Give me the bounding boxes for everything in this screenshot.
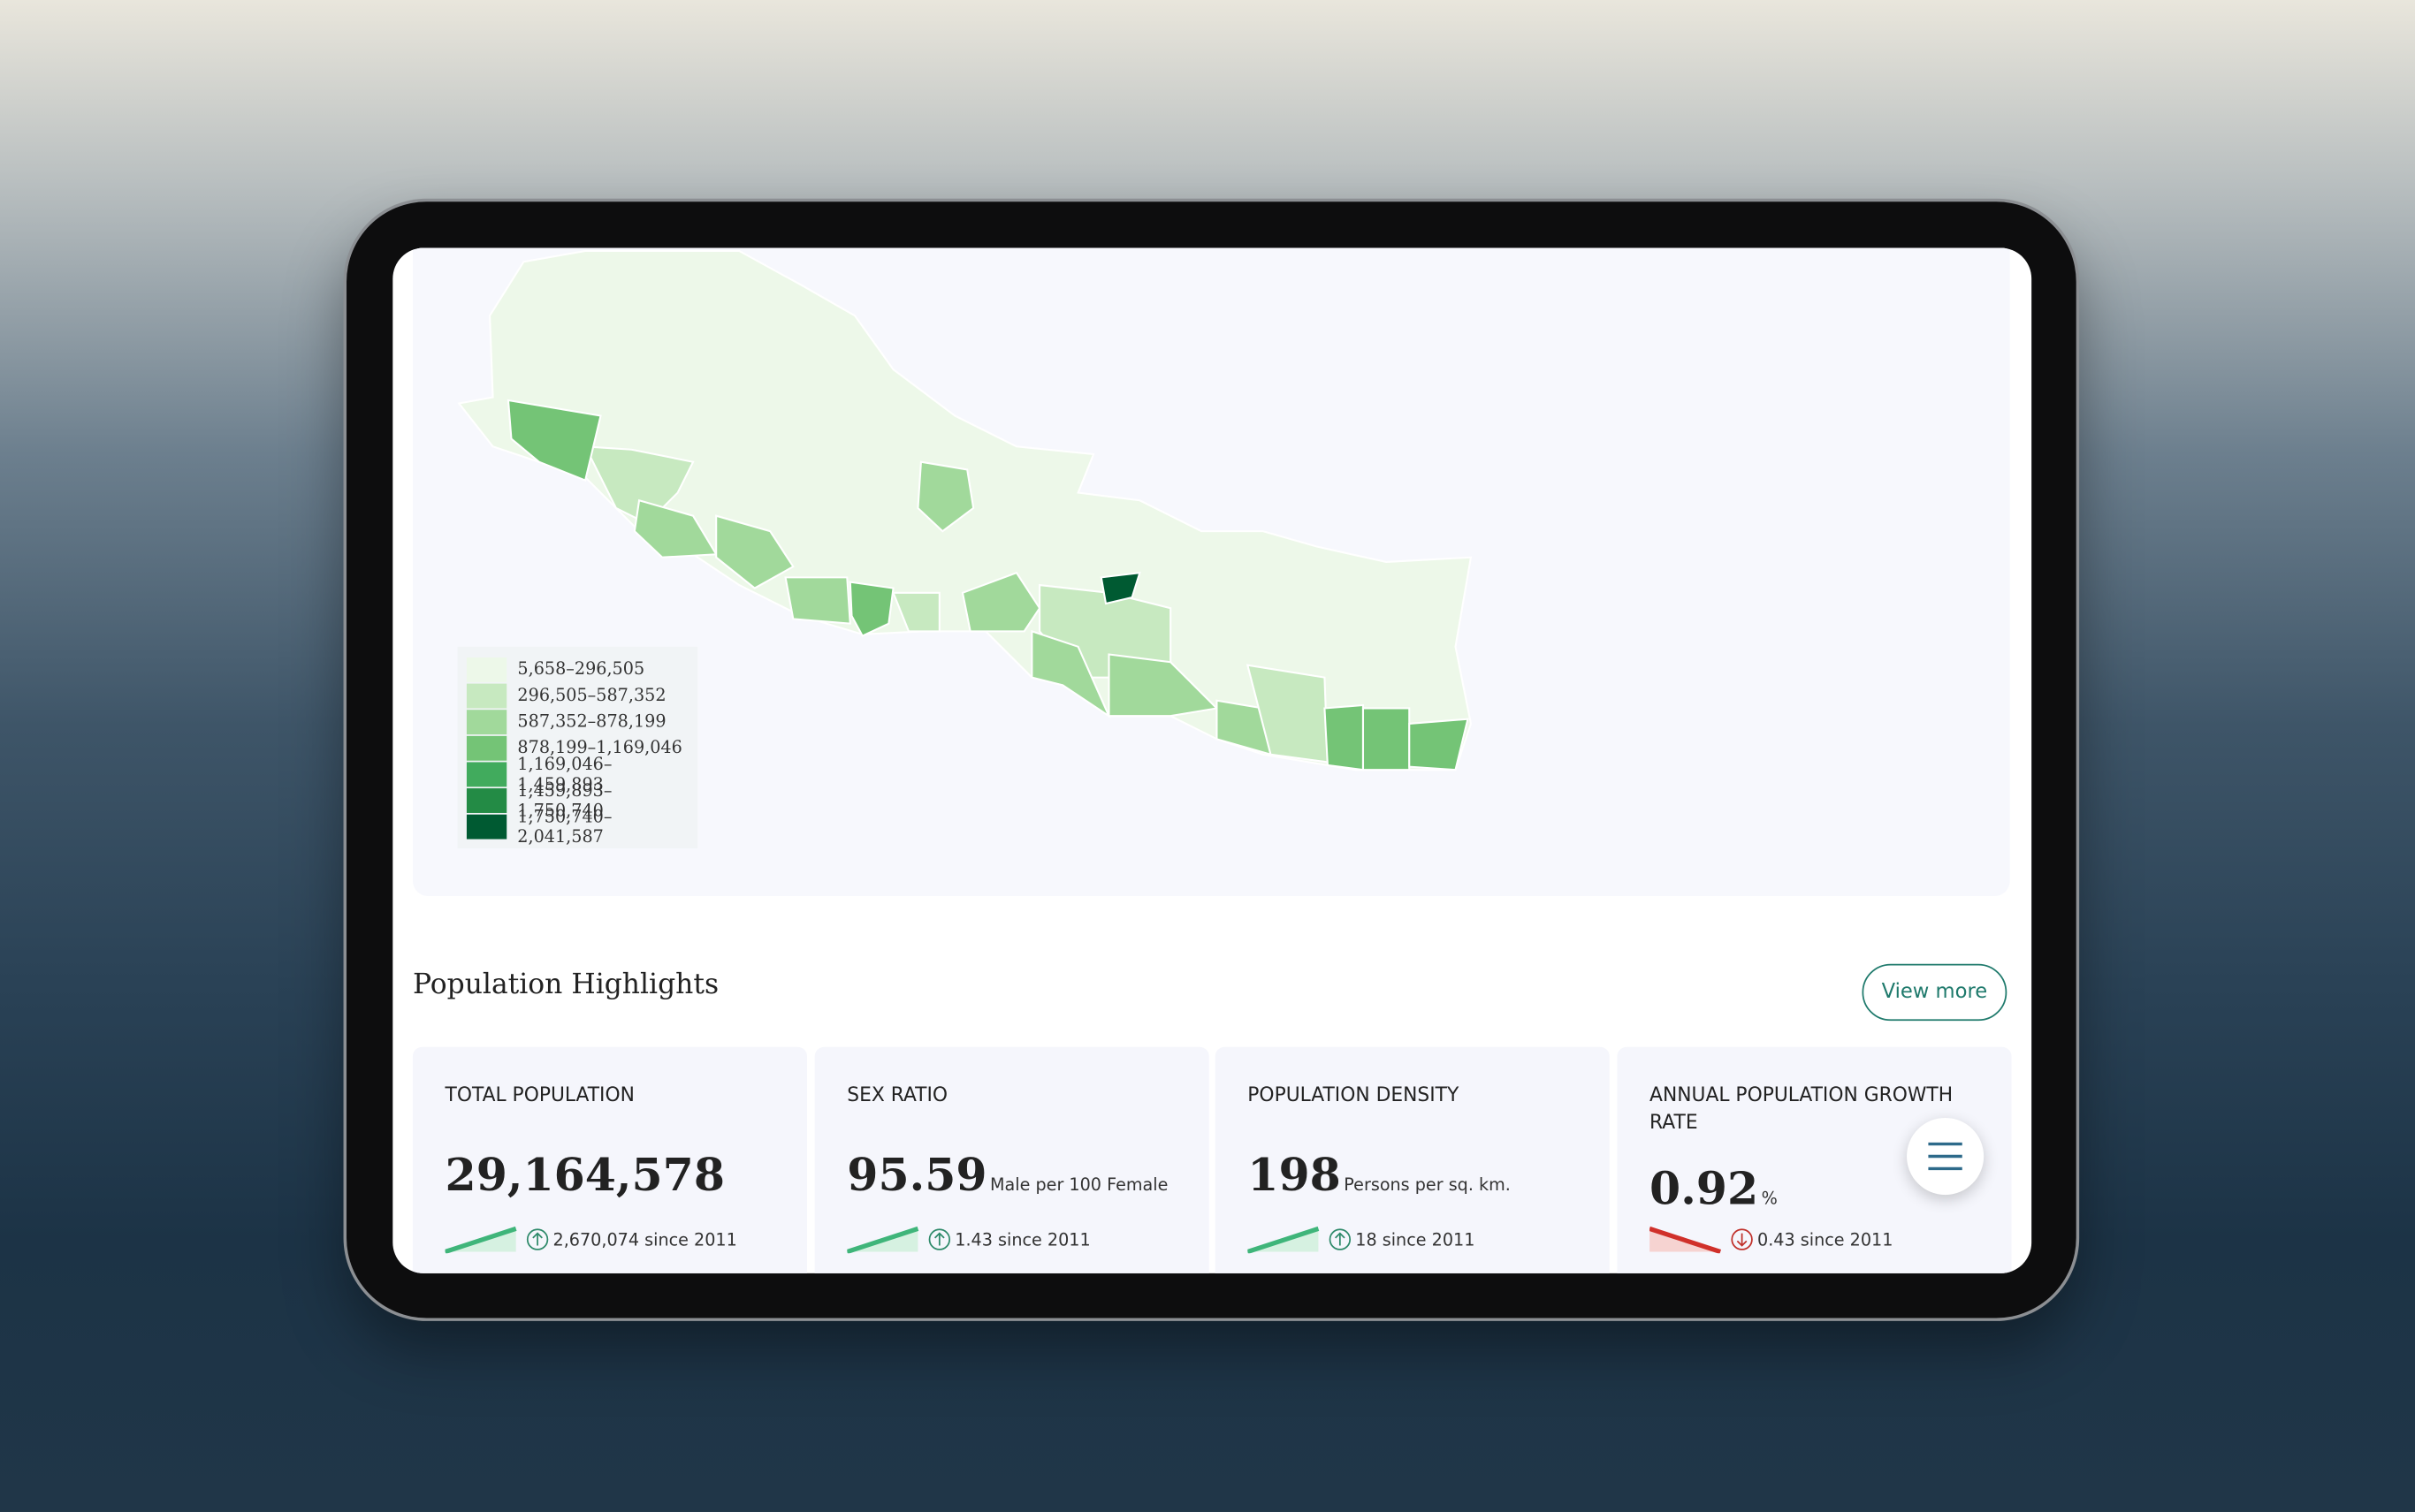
legend-label: 878,199–1,169,046 bbox=[517, 737, 682, 758]
district bbox=[1100, 571, 1141, 605]
district bbox=[633, 498, 718, 558]
district bbox=[1323, 703, 1365, 771]
legend-label: 1,169,046–1,459,893 bbox=[517, 753, 613, 794]
map bbox=[457, 249, 1473, 771]
legend-swatch bbox=[466, 709, 507, 734]
stat-value-row: 95.59 Male per 100 Female bbox=[847, 1149, 1168, 1201]
legend-swatch bbox=[466, 761, 507, 786]
stat-card: SEX RATIO 95.59 Male per 100 Female 1.43 si… bbox=[814, 1046, 1209, 1273]
stat-change-text: 1.43 since 2011 bbox=[955, 1229, 1091, 1250]
district bbox=[1361, 707, 1411, 771]
legend-label: 1,459,893–1,750,740 bbox=[517, 779, 613, 820]
trend-circle bbox=[526, 1228, 549, 1250]
stat-label: POPULATION DENSITY bbox=[1247, 1082, 1459, 1106]
stat-card: POPULATION DENSITY 198 Persons per sq. km.… bbox=[1215, 1046, 1610, 1273]
district bbox=[583, 445, 695, 525]
district bbox=[784, 576, 851, 625]
sparkline bbox=[1649, 1226, 1722, 1254]
district bbox=[961, 571, 1041, 633]
legend-label: 296,505–587,352 bbox=[517, 685, 667, 705]
trend-circle bbox=[928, 1228, 951, 1250]
sparkline-area bbox=[1649, 1228, 1721, 1252]
stat-change-text: 18 since 2011 bbox=[1355, 1229, 1475, 1250]
trend-arrow bbox=[1736, 1233, 1748, 1247]
legend-item: 587,352–878,199 bbox=[457, 708, 697, 734]
sparkline-area bbox=[445, 1228, 516, 1252]
trend-icon bbox=[1731, 1228, 1753, 1250]
legend-item: 1,459,893–1,750,740 bbox=[457, 780, 697, 820]
district bbox=[1408, 718, 1469, 771]
sparkline-area bbox=[1247, 1228, 1319, 1252]
legend-item: 5,658–296,505 bbox=[457, 656, 697, 682]
legend-label: 1,750,740–2,041,587 bbox=[517, 806, 613, 847]
trend-arrow bbox=[933, 1232, 945, 1246]
district bbox=[1031, 629, 1111, 719]
district bbox=[507, 399, 602, 482]
sparkline-line bbox=[1649, 1226, 1722, 1254]
sparkline bbox=[445, 1226, 517, 1254]
stat-change: 1.43 since 2011 bbox=[847, 1226, 1091, 1254]
legend-swatch bbox=[466, 734, 507, 760]
trend-circle bbox=[1329, 1228, 1352, 1250]
stat-value: 198 bbox=[1247, 1148, 1341, 1202]
district bbox=[849, 581, 895, 637]
stat-value-row: 198 Persons per sq. km. bbox=[1247, 1149, 1511, 1201]
legend-swatch bbox=[466, 787, 507, 813]
menu-icon bbox=[1928, 1142, 1962, 1171]
stat-unit: % bbox=[1761, 1189, 1778, 1209]
sparkline bbox=[1247, 1226, 1320, 1254]
trend-icon bbox=[526, 1228, 549, 1250]
legend-swatch bbox=[466, 657, 507, 681]
screen: 5,658–296,505 296,505–587,352 587,352–878,… bbox=[392, 247, 2032, 1273]
section-title: Population Highlights bbox=[412, 968, 720, 1001]
sparkline-line bbox=[445, 1226, 517, 1254]
map-panel: 5,658–296,505 296,505–587,352 587,352–878,… bbox=[412, 247, 2010, 897]
legend-label: 587,352–878,199 bbox=[517, 710, 667, 732]
menu-button[interactable] bbox=[1907, 1117, 1985, 1196]
district bbox=[1108, 653, 1219, 718]
sparkline-line bbox=[847, 1226, 919, 1254]
stat-unit: Persons per sq. km. bbox=[1344, 1174, 1511, 1196]
legend: 5,658–296,505 296,505–587,352 587,352–878,… bbox=[457, 646, 698, 849]
trend-icon bbox=[1329, 1228, 1352, 1250]
district bbox=[715, 514, 795, 589]
trend-icon bbox=[928, 1228, 951, 1250]
stat-unit: Male per 100 Female bbox=[990, 1174, 1169, 1196]
legend-swatch bbox=[466, 682, 507, 708]
stat-change: 0.43 since 2011 bbox=[1649, 1226, 1893, 1254]
legend-item: 878,199–1,169,046 bbox=[457, 734, 697, 761]
stat-value-row: 0.92% bbox=[1649, 1162, 1778, 1214]
stat-change: 2,670,074 since 2011 bbox=[445, 1226, 737, 1254]
stat-card: TOTAL POPULATION 29,164,578 2,670,074 sinc… bbox=[412, 1046, 807, 1273]
trend-arrow bbox=[1335, 1232, 1345, 1246]
stat-change: 18 since 2011 bbox=[1247, 1226, 1475, 1254]
district bbox=[917, 460, 975, 533]
sparkline-area bbox=[847, 1228, 918, 1252]
legend-swatch bbox=[466, 813, 507, 839]
legend-item: 296,505–587,352 bbox=[457, 682, 697, 709]
stat-label: ANNUAL POPULATION GROWTH RATE bbox=[1649, 1082, 1954, 1134]
trend-arrow bbox=[532, 1232, 543, 1246]
stat-label: TOTAL POPULATION bbox=[445, 1082, 635, 1106]
sparkline bbox=[847, 1226, 919, 1254]
view-more-button[interactable]: View more bbox=[1862, 963, 2007, 1022]
stat-value: 29,164,578 bbox=[445, 1148, 725, 1202]
stat-value: 0.92 bbox=[1649, 1162, 1759, 1215]
district bbox=[892, 591, 941, 633]
legend-item: 1,169,046–1,459,893 bbox=[457, 754, 697, 794]
legend-item: 1,750,740–2,041,587 bbox=[457, 806, 697, 846]
stat-label: SEX RATIO bbox=[847, 1082, 948, 1106]
stat-value-row: 29,164,578 bbox=[446, 1149, 725, 1201]
legend-label: 5,658–296,505 bbox=[517, 658, 645, 680]
stat-value: 95.59 bbox=[847, 1148, 987, 1202]
trend-circle bbox=[1731, 1228, 1753, 1250]
sparkline-line bbox=[1247, 1226, 1320, 1254]
stat-change-text: 0.43 since 2011 bbox=[1757, 1229, 1893, 1250]
stat-change-text: 2,670,074 since 2011 bbox=[552, 1229, 737, 1250]
